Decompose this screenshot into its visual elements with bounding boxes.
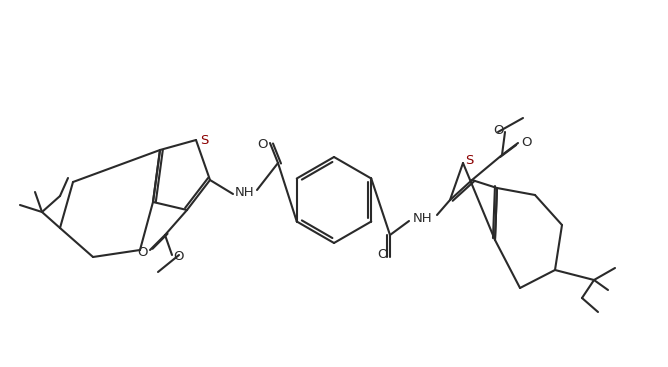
Text: O: O [521,135,531,149]
Text: NH: NH [413,211,433,225]
Text: S: S [200,134,208,148]
Text: O: O [258,138,269,150]
Text: NH: NH [235,185,255,199]
Text: S: S [465,155,473,167]
Text: O: O [138,246,148,258]
Text: O: O [493,124,503,137]
Text: O: O [377,248,387,262]
Text: O: O [174,250,184,262]
